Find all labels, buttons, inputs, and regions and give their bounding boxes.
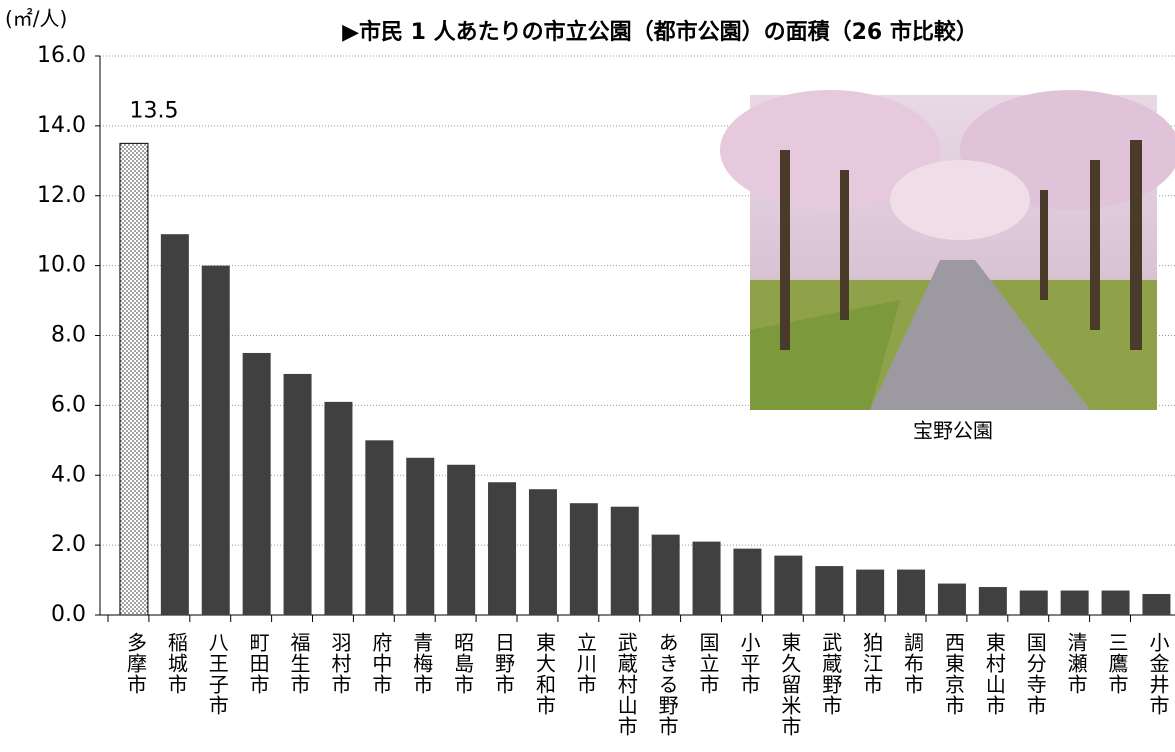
bar [610,506,639,615]
bar [1060,590,1089,615]
bar [569,503,598,615]
x-tick-label: 東大和市 [532,632,556,716]
value-label: 13.5 [129,98,178,123]
y-axis-unit: (㎡/人) [5,7,67,31]
x-tick-label: 府中市 [369,632,393,695]
x-tick-label: 福生市 [287,632,311,695]
x-tick-label: 多摩市 [123,632,147,695]
bar [528,489,557,615]
x-tick-label: 三鷹市 [1105,632,1129,695]
y-tick-label: 14.0 [37,113,86,138]
bar [733,548,762,615]
photo-caption: 宝野公園 [913,419,993,443]
x-tick-label: 八王子市 [205,632,229,716]
bar [1101,590,1130,615]
x-tick-label: 立川市 [573,632,597,695]
bar [692,541,721,615]
bar [856,569,885,615]
x-tick-label: 国分寺市 [1023,632,1047,716]
x-tick-label: 稲城市 [164,632,188,695]
chart-title: ▶市民 1 人あたりの市立公園（都市公園）の面積（26 市比較） [342,19,978,45]
x-tick-label: 武蔵村山市 [614,632,638,737]
bar [815,566,844,615]
x-tick-label: 日野市 [492,632,516,695]
bar [119,142,149,616]
x-tick-label: 東久留米市 [778,632,802,737]
bar [651,534,680,615]
x-tick-label: 調布市 [901,632,925,695]
bar [488,482,517,615]
x-tick-label: 町田市 [246,632,270,695]
bar [242,352,271,615]
x-tick-label: 昭島市 [451,632,475,695]
x-tick-label: 青梅市 [410,632,434,695]
bar [365,440,394,615]
x-tick-label: 羽村市 [328,632,352,695]
x-tick-label: 小平市 [737,632,761,695]
y-tick-label: 6.0 [51,392,86,417]
y-tick-label: 10.0 [37,253,86,278]
x-tick-label: 東村山市 [982,632,1006,716]
x-tick-label: あきる野市 [655,632,679,737]
y-tick-label: 4.0 [51,462,86,487]
x-tick-label: 国立市 [696,632,720,695]
y-tick-label: 2.0 [51,532,86,557]
bar [774,555,803,615]
bar [406,457,435,615]
bar [1019,590,1048,615]
x-tick-label: 西東京市 [941,632,965,716]
y-tick-label: 16.0 [37,43,86,68]
x-tick-label: 狛江市 [860,632,884,695]
x-tick-label: 武蔵野市 [819,632,843,716]
x-tick-label: 小金井市 [1146,632,1170,716]
y-tick-label: 0.0 [51,602,86,627]
x-tick-label: 清瀬市 [1064,632,1088,695]
bar [1142,594,1171,615]
bar [160,234,189,615]
bar [324,401,353,615]
bar [283,373,312,615]
bar [978,587,1007,615]
y-tick-label: 12.0 [37,183,86,208]
bar [937,583,966,615]
bar [201,265,230,615]
bar [447,464,476,615]
park-photo [720,90,1175,410]
y-tick-label: 8.0 [51,323,86,348]
bar [897,569,926,615]
